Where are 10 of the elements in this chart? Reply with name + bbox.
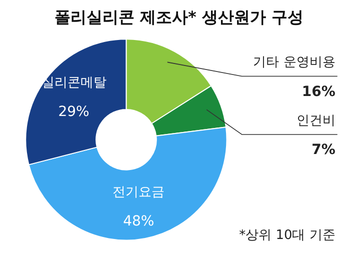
data-label: 16% <box>302 84 336 100</box>
chart-title: 폴리실리콘 제조사* 생산원가 구성 <box>54 8 304 26</box>
data-label: 48% <box>123 214 154 230</box>
slice-label: 전기요금 <box>112 185 165 200</box>
slice-label: 실리콘메탈 <box>41 76 106 91</box>
slice-label: 기타 운영비용 <box>253 55 336 70</box>
slice-label: 인건비 <box>296 113 336 128</box>
text: *상위 10대 기준 <box>239 228 336 243</box>
data-label: 7% <box>312 142 336 158</box>
data-label: 29% <box>58 104 90 120</box>
